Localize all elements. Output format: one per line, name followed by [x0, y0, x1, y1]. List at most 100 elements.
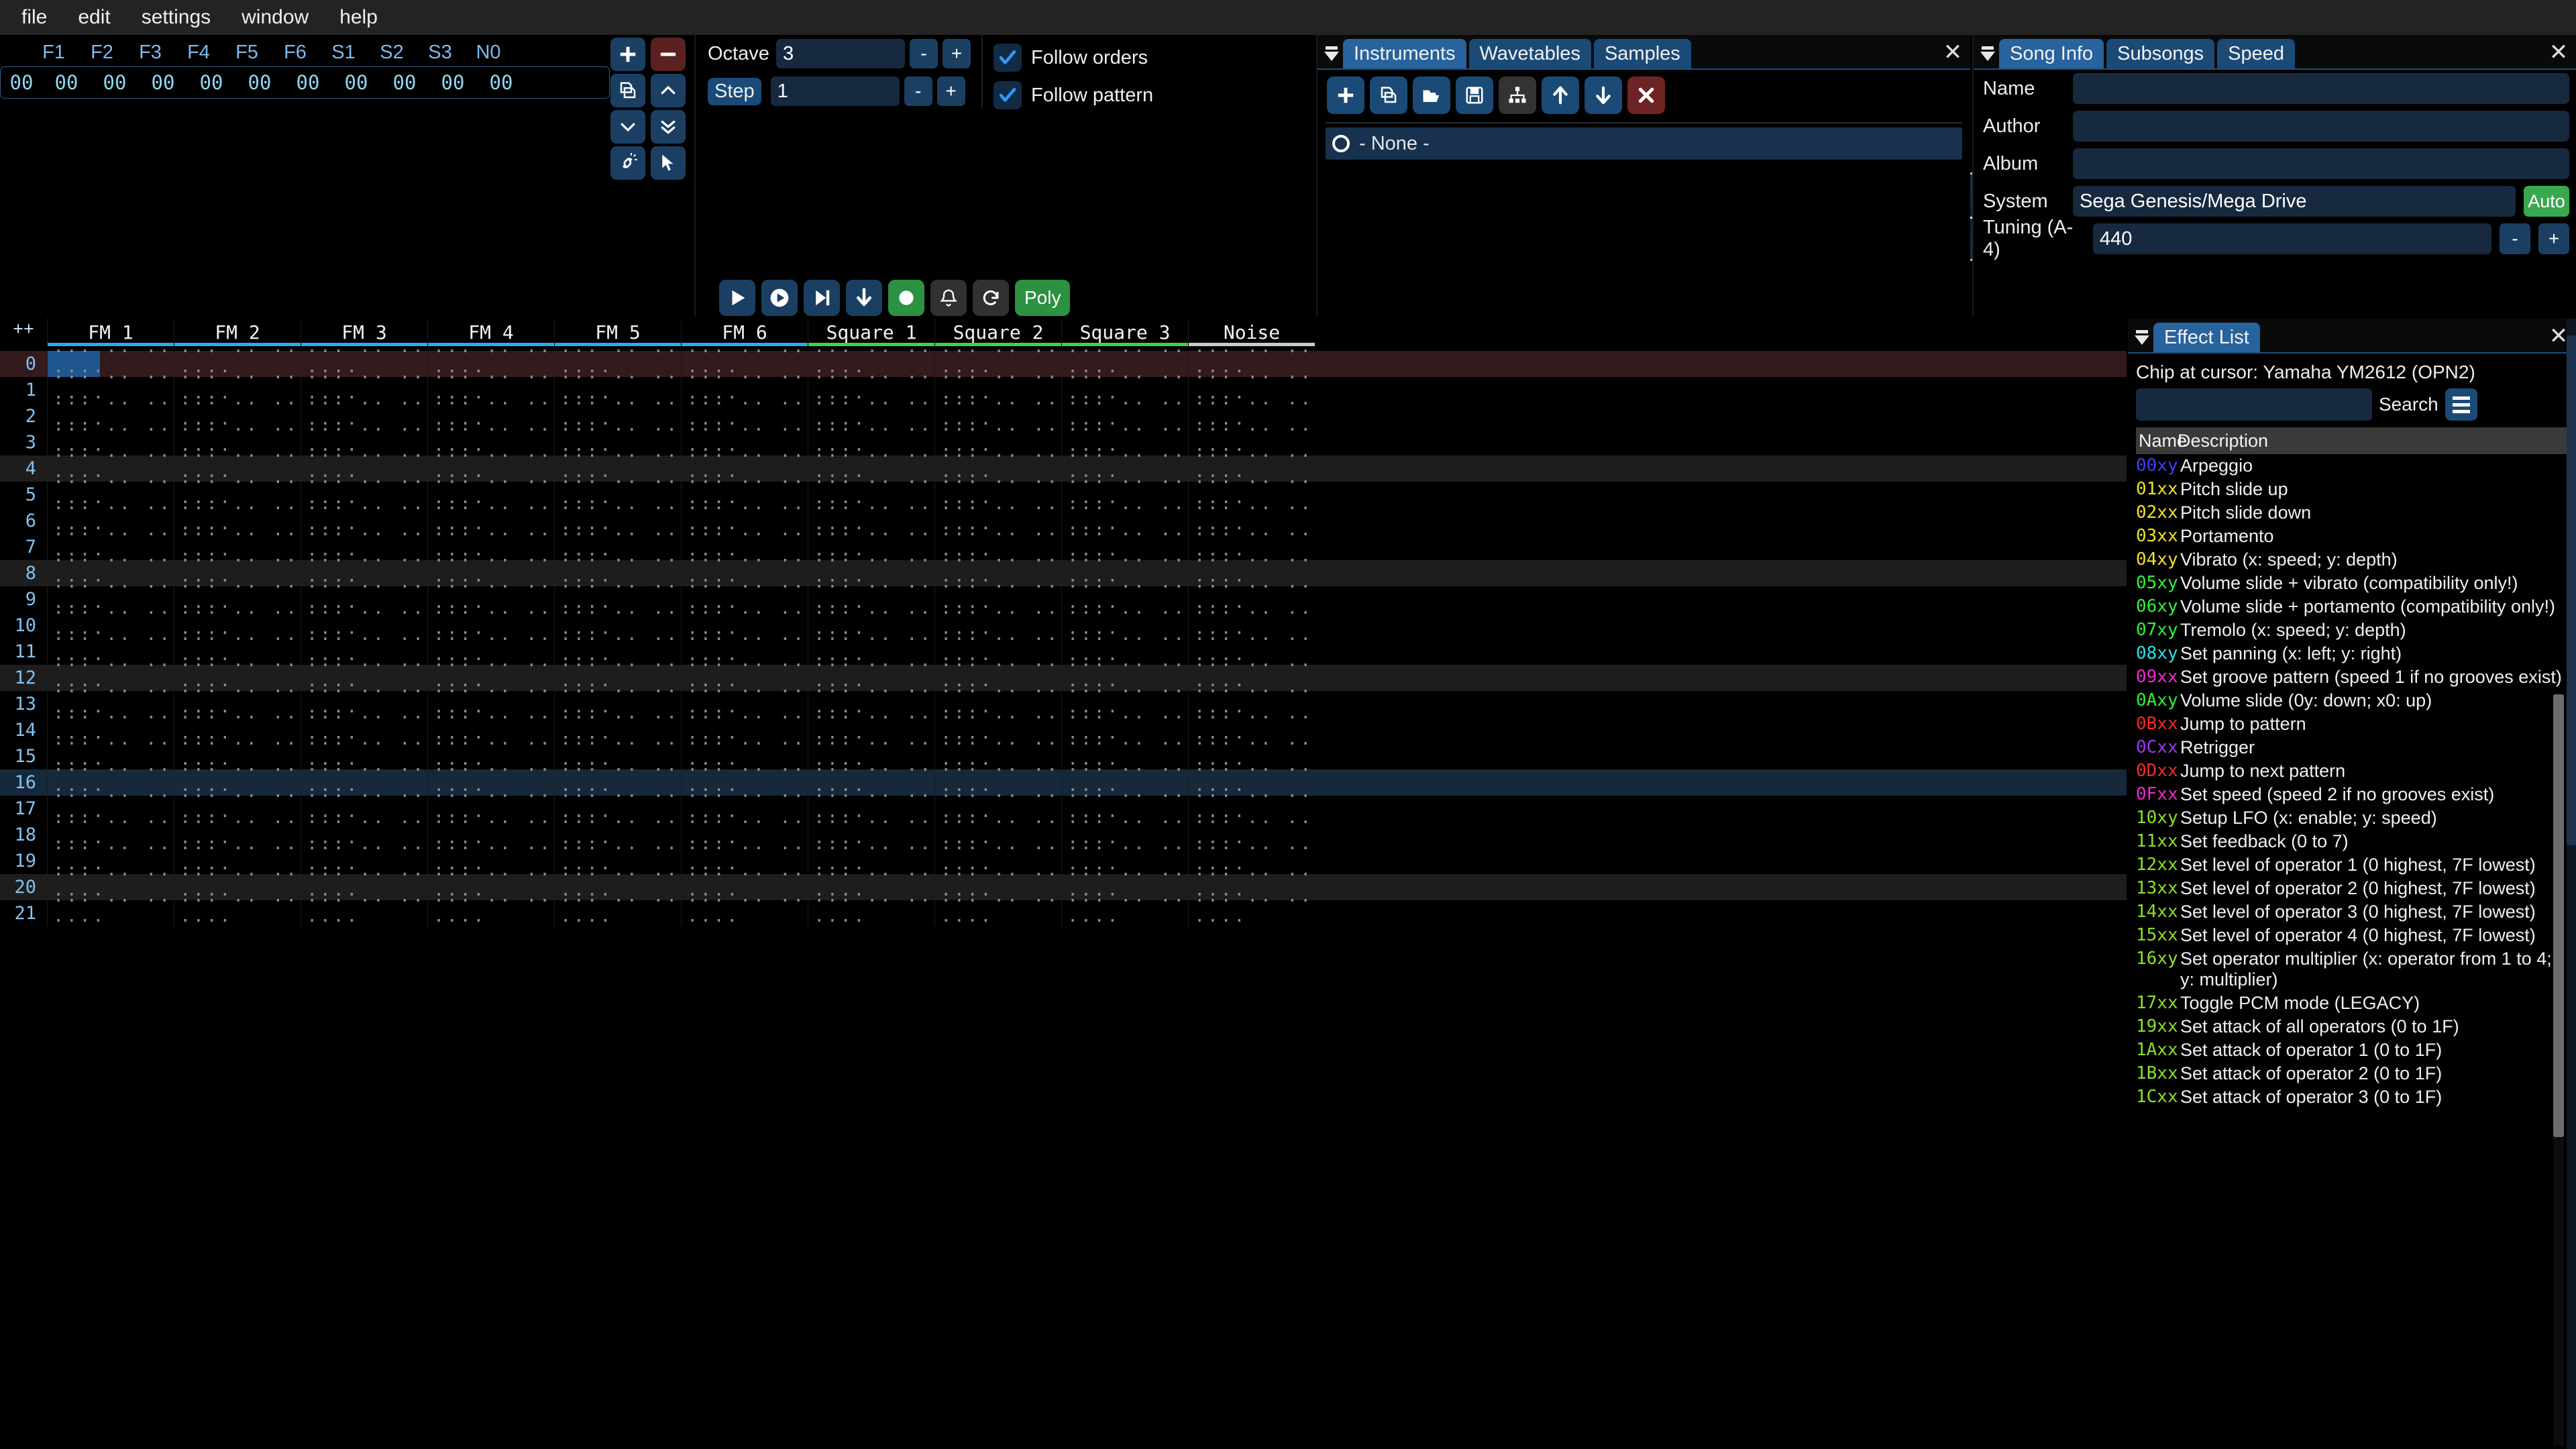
move-order-up-button[interactable]: [651, 74, 686, 107]
menu-item-window[interactable]: window: [241, 6, 309, 28]
pattern-cell[interactable]: ... .. .. ....: [934, 389, 1061, 429]
pattern-cell[interactable]: ... .. .. ....: [427, 651, 554, 691]
pattern-cell[interactable]: ... .. .. ....: [1188, 703, 1315, 743]
pattern-row[interactable]: 16... .. .. ....... .. .. ....... .. .. …: [0, 755, 2127, 796]
pattern-cell[interactable]: ... .. .. ....: [934, 363, 1061, 403]
pattern-cell[interactable]: ... .. .. ....: [808, 520, 934, 560]
pattern-cell[interactable]: ... .. .. ....: [554, 860, 681, 900]
pattern-cell[interactable]: ... .. .. ....: [301, 834, 427, 874]
channel-header-square-1[interactable]: Square 1: [808, 319, 934, 346]
tuning-decrement-button[interactable]: -: [2500, 223, 2530, 254]
pattern-editor[interactable]: ++ FM 1 FM 2 FM 3 FM 4 FM 5 FM 6 Square 1 Squar…: [0, 319, 2127, 1449]
pattern-cell[interactable]: ... .. .. ....: [681, 677, 808, 717]
pattern-cell[interactable]: ... .. .. ....: [934, 546, 1061, 586]
pattern-cell[interactable]: ... .. .. ....: [301, 860, 427, 900]
pattern-cell[interactable]: ... .. .. ....: [681, 415, 808, 455]
move-instrument-up-button[interactable]: [1542, 76, 1579, 114]
effect-list-item[interactable]: 00xy Arpeggio: [2136, 454, 2568, 478]
order-cell[interactable]: 00: [489, 71, 513, 94]
song-tuning-input[interactable]: 440: [2093, 223, 2491, 254]
pattern-cell[interactable]: ... .. .. ....: [554, 441, 681, 482]
pattern-cell[interactable]: ... .. .. ....: [47, 808, 174, 848]
effect-list-item[interactable]: 0Bxx Jump to pattern: [2136, 712, 2568, 736]
pattern-cell[interactable]: ... .. .. ....: [1188, 389, 1315, 429]
pattern-cell[interactable]: ... .. .. ....: [681, 782, 808, 822]
pattern-cell[interactable]: ... .. .. ....: [554, 651, 681, 691]
pattern-cell[interactable]: ... .. .. ....: [1188, 468, 1315, 508]
pattern-cell[interactable]: ... .. .. ....: [1061, 755, 1188, 796]
pattern-cell[interactable]: ... .. .. ....: [554, 389, 681, 429]
pattern-cell[interactable]: ... .. .. ....: [934, 468, 1061, 508]
pattern-cell[interactable]: ... .. .. ....: [554, 546, 681, 586]
pattern-cell[interactable]: ... .. .. ....: [808, 337, 934, 377]
pattern-cell[interactable]: ... .. .. ....: [681, 703, 808, 743]
pattern-cell[interactable]: ... .. .. ....: [681, 860, 808, 900]
pattern-cell[interactable]: ... .. .. ....: [47, 651, 174, 691]
instrument-sitemap-icon[interactable]: [1499, 76, 1536, 114]
pattern-row[interactable]: 6... .. .. ....... .. .. ....... .. .. .…: [0, 494, 2127, 534]
effect-list-item[interactable]: 09xx Set groove pattern (speed 1 if no gr…: [2136, 665, 2568, 689]
pattern-cell[interactable]: ... .. .. ....: [1188, 363, 1315, 403]
pattern-cell[interactable]: ... .. .. ....: [427, 677, 554, 717]
pattern-cell[interactable]: ... .. .. ....: [427, 755, 554, 796]
pattern-cell[interactable]: ... .. .. ....: [808, 755, 934, 796]
move-order-down-button[interactable]: [610, 110, 645, 144]
pattern-cell[interactable]: ... .. .. ....: [934, 598, 1061, 639]
pattern-cell[interactable]: ... .. .. ....: [174, 703, 301, 743]
window-scrollbar-thumb[interactable]: [2567, 335, 2576, 845]
move-instrument-down-button[interactable]: [1585, 76, 1622, 114]
tab-effect-list[interactable]: Effect List: [2153, 323, 2260, 352]
channel-header-square-2[interactable]: Square 2: [934, 319, 1061, 346]
effect-list-item[interactable]: 15xx Set level of operator 4 (0 highest, …: [2136, 924, 2568, 947]
pattern-cell[interactable]: ... .. .. ....: [808, 468, 934, 508]
pattern-cell[interactable]: ... .. .. ....: [1061, 337, 1188, 377]
pattern-cell[interactable]: ... .. .. ....: [808, 886, 934, 926]
pattern-row[interactable]: 8... .. .. ....... .. .. ....... .. .. .…: [0, 546, 2127, 586]
add-order-button[interactable]: [610, 38, 645, 71]
pattern-row[interactable]: 2... .. .. ....... .. .. ....... .. .. .…: [0, 389, 2127, 429]
add-instrument-button[interactable]: [1327, 76, 1364, 114]
pattern-cell[interactable]: ... .. .. ....: [174, 494, 301, 534]
follow-pattern-row[interactable]: Follow pattern: [994, 76, 1153, 114]
pattern-cell[interactable]: ... .. .. ....: [934, 625, 1061, 665]
pattern-cell[interactable]: ... .. .. ....: [427, 337, 554, 377]
pattern-cell[interactable]: ... .. .. ....: [554, 808, 681, 848]
stop-button[interactable]: [846, 280, 882, 316]
save-instrument-button[interactable]: [1456, 76, 1493, 114]
channel-header-fm-5[interactable]: FM 5: [554, 319, 681, 346]
effect-list-item[interactable]: 14xx Set level of operator 3 (0 highest, …: [2136, 900, 2568, 924]
tab-song-info[interactable]: Song Info: [1999, 39, 2104, 68]
pattern-cell[interactable]: ... .. .. ....: [174, 337, 301, 377]
pattern-cell[interactable]: ... .. .. ....: [427, 625, 554, 665]
pattern-cell[interactable]: ... .. .. ....: [174, 834, 301, 874]
pattern-cell[interactable]: ... .. .. ....: [1188, 860, 1315, 900]
pattern-cell[interactable]: ... .. .. ....: [554, 703, 681, 743]
pattern-cell[interactable]: ... .. .. ....: [554, 729, 681, 769]
channel-header-fm-1[interactable]: FM 1: [47, 319, 174, 346]
pattern-cell[interactable]: ... .. .. ....: [808, 546, 934, 586]
pattern-cell[interactable]: ... .. .. ....: [934, 729, 1061, 769]
order-cell[interactable]: 00: [151, 71, 175, 94]
collapse-icon[interactable]: [1320, 39, 1343, 68]
effect-list-item[interactable]: 03xx Portamento: [2136, 525, 2568, 548]
pattern-cell[interactable]: ... .. .. ....: [47, 389, 174, 429]
pattern-cell[interactable]: ... .. .. ....: [47, 834, 174, 874]
pattern-cell[interactable]: ... .. .. ....: [47, 546, 174, 586]
effect-list-item[interactable]: 02xx Pitch slide down: [2136, 501, 2568, 525]
pattern-cell[interactable]: ... .. .. ....: [808, 625, 934, 665]
pattern-cell[interactable]: ... .. .. ....: [47, 337, 174, 377]
pattern-cell[interactable]: ... .. .. ....: [301, 415, 427, 455]
pattern-cell[interactable]: ... .. .. ....: [808, 598, 934, 639]
menu-item-settings[interactable]: settings: [141, 6, 211, 28]
pattern-cell[interactable]: ... .. .. ....: [301, 782, 427, 822]
order-cell[interactable]: 00: [54, 71, 78, 94]
pattern-cell[interactable]: ... .. .. ....: [1188, 572, 1315, 612]
pattern-cell[interactable]: ... .. .. ....: [681, 389, 808, 429]
pattern-cell[interactable]: ... .. .. ....: [681, 598, 808, 639]
tab-instruments[interactable]: Instruments: [1343, 39, 1466, 68]
pattern-cell[interactable]: ... .. .. ....: [174, 441, 301, 482]
pattern-cell[interactable]: ... .. .. ....: [1188, 546, 1315, 586]
pattern-cell[interactable]: ... .. .. ....: [47, 703, 174, 743]
follow-pattern-checkbox[interactable]: [994, 81, 1022, 109]
pattern-cell[interactable]: ... .. .. ....: [427, 389, 554, 429]
